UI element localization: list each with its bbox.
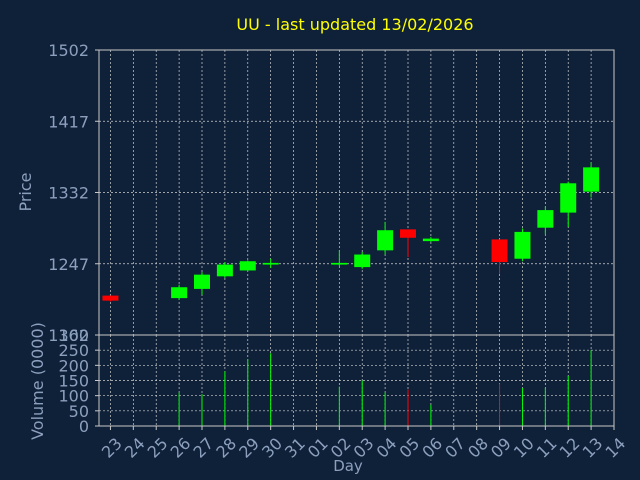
candle-body <box>537 210 554 228</box>
volume-tick-label: 200 <box>58 356 89 375</box>
price-tick-label: 1502 <box>48 41 89 60</box>
candle-body <box>491 239 508 263</box>
candle-body <box>422 238 439 242</box>
candle-body <box>514 231 531 259</box>
volume-tick-label: 300 <box>58 326 89 345</box>
volume-axis-label: Volume (0000) <box>28 322 47 440</box>
price-candles <box>102 162 600 302</box>
price-tick-label: 1162 <box>48 326 89 345</box>
candle-body <box>262 262 279 265</box>
price-tick-label: 1247 <box>48 255 89 274</box>
candle-body <box>239 261 256 271</box>
candle-body <box>583 167 600 192</box>
price-axis-ticks: 1502 1417 1332 1247 1162 <box>48 41 99 345</box>
volume-tick-label: 100 <box>58 387 89 406</box>
candle-body <box>560 183 577 213</box>
candle-body <box>216 264 233 277</box>
candle-body <box>377 230 394 251</box>
candle-body <box>331 262 348 265</box>
price-tick-label: 1417 <box>48 112 89 131</box>
candle-body <box>354 254 371 268</box>
volume-tick-label: 0 <box>79 417 89 436</box>
candle-body <box>171 287 188 299</box>
day-axis-label: Day <box>333 457 363 475</box>
price-axis-label: Price <box>16 172 35 211</box>
volume-bars <box>178 350 592 426</box>
chart-title: UU - last updated 13/02/2026 <box>236 15 473 34</box>
candle-body <box>400 229 416 238</box>
candle-body <box>194 274 210 289</box>
volume-tick-label: 250 <box>58 341 89 360</box>
volume-tick-label: 150 <box>58 372 89 391</box>
price-tick-label: 1332 <box>48 184 89 203</box>
candle-body <box>102 295 119 301</box>
volume-tick-label: 50 <box>69 402 89 421</box>
